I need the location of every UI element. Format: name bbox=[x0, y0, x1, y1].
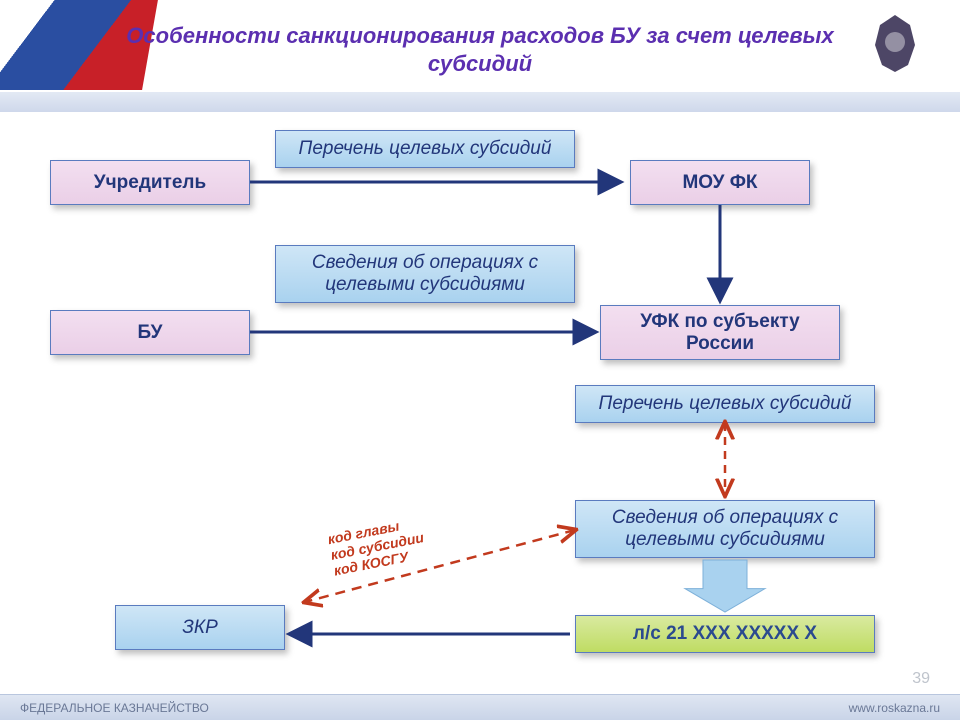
red-annotation: код главы код субсидии код КОСГУ bbox=[326, 513, 428, 578]
node-mou: МОУ ФК bbox=[630, 160, 810, 205]
node-list1: Перечень целевых субсидий bbox=[275, 130, 575, 168]
node-bu: БУ bbox=[50, 310, 250, 355]
page-number: 39 bbox=[912, 670, 930, 688]
node-zkr: ЗКР bbox=[115, 605, 285, 650]
node-ufk: УФК по субъекту России bbox=[600, 305, 840, 360]
node-info2: Сведения об операциях с целевыми субсиди… bbox=[575, 500, 875, 558]
node-info1: Сведения об операциях с целевыми субсиди… bbox=[275, 245, 575, 303]
footer-right: www.roskazna.ru bbox=[849, 701, 940, 715]
header-band bbox=[0, 92, 960, 112]
slide-title: Особенности санкционирования расходов БУ… bbox=[120, 22, 840, 77]
footer-left: ФЕДЕРАЛЬНОЕ КАЗНАЧЕЙСТВО bbox=[20, 701, 209, 715]
node-ls: л/с 21 XXX XXXXX X bbox=[575, 615, 875, 653]
footer-bar: ФЕДЕРАЛЬНОЕ КАЗНАЧЕЙСТВО www.roskazna.ru bbox=[0, 694, 960, 720]
node-founder: Учредитель bbox=[50, 160, 250, 205]
node-list2: Перечень целевых субсидий bbox=[575, 385, 875, 423]
emblem-icon bbox=[860, 10, 930, 80]
